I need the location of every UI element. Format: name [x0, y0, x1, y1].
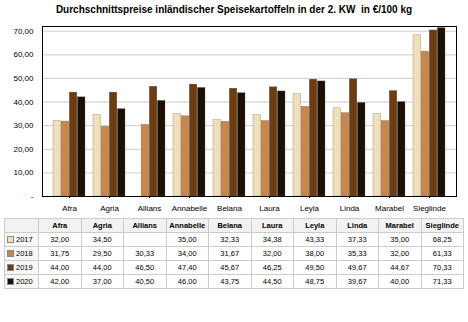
- svg-text:Marabel: Marabel: [375, 204, 404, 213]
- html-text:46,25: 46,25: [262, 263, 282, 272]
- html-text:2018: 2018: [16, 249, 33, 258]
- html-text:Linda: Linda: [347, 221, 368, 230]
- html-text:49,50: 49,50: [305, 263, 325, 272]
- html-text:34,38: 34,38: [262, 235, 282, 244]
- html-text:70,33: 70,33: [432, 263, 452, 272]
- html-text:45,67: 45,67: [220, 263, 240, 272]
- html-text:42,00: 42,00: [50, 277, 70, 286]
- svg-text:60,00: 60,00: [13, 50, 34, 59]
- html-text:32,33: 32,33: [220, 235, 240, 244]
- html-text:34,50: 34,50: [92, 235, 112, 244]
- html-text:2019: 2019: [16, 263, 33, 272]
- svg-text:Sieglinde: Sieglinde: [413, 204, 446, 213]
- html-text:43,75: 43,75: [220, 277, 240, 286]
- html-text:34,00: 34,00: [177, 249, 197, 258]
- html-text:47,40: 47,40: [177, 263, 197, 272]
- html-text:Marabel: Marabel: [385, 221, 414, 230]
- html-text:Durchschnittspreise inländisch: Durchschnittspreise inländischer Speisek…: [55, 4, 413, 15]
- html-text:35,00: 35,00: [177, 235, 197, 244]
- svg-text:Annabelle: Annabelle: [172, 204, 208, 213]
- html-text:31,75: 31,75: [50, 249, 70, 258]
- svg-text:Laura: Laura: [259, 204, 280, 213]
- svg-text:Belana: Belana: [217, 204, 242, 213]
- html-text:61,33: 61,33: [432, 249, 452, 258]
- html-text:44,67: 44,67: [390, 263, 410, 272]
- svg-text:40,00: 40,00: [13, 98, 34, 107]
- html-text:37,33: 37,33: [347, 235, 367, 244]
- html-text:32,00: 32,00: [390, 249, 410, 258]
- html-text:32,00: 32,00: [50, 235, 70, 244]
- html-text:38,00: 38,00: [305, 249, 325, 258]
- html-text:44,00: 44,00: [92, 263, 112, 272]
- html-text:35,33: 35,33: [347, 249, 367, 258]
- svg-text:Afra: Afra: [62, 204, 77, 213]
- html-text:Afra: Afra: [52, 221, 68, 230]
- html-text:Sieglinde: Sieglinde: [425, 221, 459, 230]
- html-text:71,33: 71,33: [432, 277, 452, 286]
- html-text:Belana: Belana: [217, 221, 242, 230]
- html-text:Laura: Laura: [262, 221, 283, 230]
- html-text:35,00: 35,00: [390, 235, 410, 244]
- html-text:43,33: 43,33: [305, 235, 325, 244]
- svg-text:-: -: [31, 192, 34, 201]
- svg-text:Agria: Agria: [100, 204, 119, 213]
- html-text:Annabelle: Annabelle: [169, 221, 206, 230]
- svg-text:10,00: 10,00: [13, 168, 34, 177]
- svg-text:Linda: Linda: [340, 204, 360, 213]
- svg-text:20,00: 20,00: [13, 145, 34, 154]
- html-text:48,75: 48,75: [305, 277, 325, 286]
- html-text:Allians: Allians: [132, 221, 157, 230]
- html-text:31,67: 31,67: [220, 249, 240, 258]
- html-text:Leyla: Leyla: [305, 221, 325, 230]
- svg-text:70,00: 70,00: [13, 27, 34, 36]
- html-text:29,50: 29,50: [92, 249, 112, 258]
- html-text:2020: 2020: [16, 277, 33, 286]
- html-text:49,67: 49,67: [347, 263, 367, 272]
- html-text:37,00: 37,00: [92, 277, 112, 286]
- html-text:Agria: Agria: [92, 221, 112, 230]
- svg-text:30,00: 30,00: [13, 121, 34, 130]
- html-text:40,50: 40,50: [135, 277, 155, 286]
- html-text:68,25: 68,25: [432, 235, 452, 244]
- html-text:44,00: 44,00: [50, 263, 70, 272]
- svg-text:Allians: Allians: [138, 204, 162, 213]
- html-text:39,67: 39,67: [347, 277, 367, 286]
- html-text:32,00: 32,00: [262, 249, 282, 258]
- html-text:46,00: 46,00: [177, 277, 197, 286]
- html-text:44,50: 44,50: [262, 277, 282, 286]
- svg-text:Leyla: Leyla: [300, 204, 320, 213]
- svg-text:50,00: 50,00: [13, 74, 34, 83]
- html-text:46,50: 46,50: [135, 263, 155, 272]
- html-text:2017: 2017: [16, 235, 33, 244]
- html-text:30,33: 30,33: [135, 249, 155, 258]
- html-text:40,00: 40,00: [390, 277, 410, 286]
